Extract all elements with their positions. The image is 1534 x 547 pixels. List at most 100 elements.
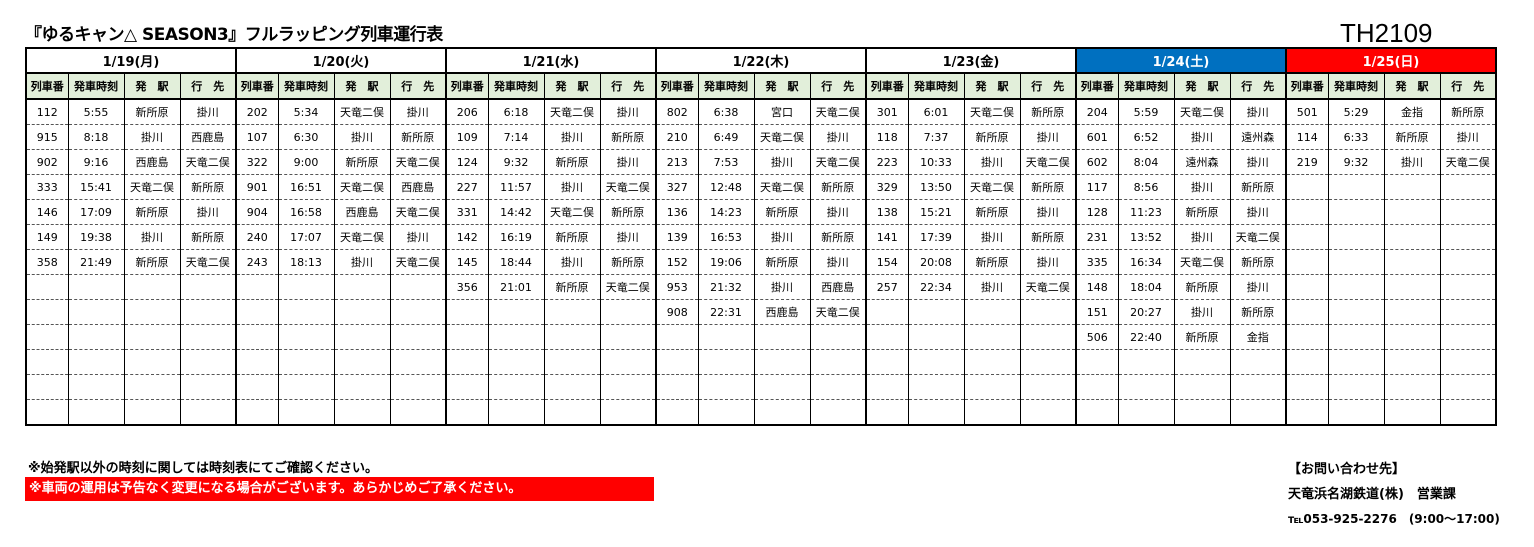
table-cell: 14:42 (487, 199, 544, 225)
change-warning: ※車両の運用は予告なく変更になる場合がございます。あらかじめご了承ください。 (25, 477, 654, 501)
table-cell (655, 399, 698, 426)
table-cell: 5:29 (1327, 99, 1384, 125)
table-cell: 136 (655, 199, 698, 225)
table-cell (655, 349, 698, 375)
table-cell: 138 (865, 199, 908, 225)
table-cell: 7:53 (697, 149, 754, 175)
table-cell (1117, 374, 1174, 400)
table-cell (389, 324, 446, 350)
table-cell: 117 (1075, 174, 1118, 200)
table-cell (333, 349, 390, 375)
column-header: 列車番 (865, 73, 908, 100)
column-header: 発 駅 (333, 73, 390, 100)
day-header: 1/23(金) (865, 48, 1076, 74)
table-row: 356 21:01 新所原 天竜二俣 953 21:32 掛川 西鹿島 257 22:34 掛川 天竜… (25, 274, 1496, 300)
table-cell (1285, 249, 1328, 275)
table-cell (1285, 224, 1328, 250)
table-cell (25, 349, 68, 375)
table-cell (123, 374, 180, 400)
table-cell: 新所原 (1173, 324, 1230, 350)
table-cell (599, 324, 656, 350)
table-cell: 149 (25, 224, 68, 250)
column-header: 列車番 (25, 73, 68, 100)
table-cell (1285, 399, 1328, 426)
table-cell (865, 374, 908, 400)
table-cell: 219 (1285, 149, 1328, 175)
table-cell: 109 (445, 124, 488, 150)
phone-number: ℡053-925-2276 (9:00～17:00) (1288, 512, 1500, 526)
column-header: 発 駅 (543, 73, 600, 100)
day-header-row: 1/19(月) 1/20(火) 1/21(水) 1/22(木) 1/23(金) 1/24(… (25, 48, 1496, 74)
column-header: 発車時刻 (67, 73, 124, 100)
table-cell: 15:41 (67, 174, 124, 200)
table-cell (599, 374, 656, 400)
table-cell (697, 349, 754, 375)
table-cell: 331 (445, 199, 488, 225)
table-cell (487, 374, 544, 400)
table-cell: 掛川 (1439, 124, 1496, 150)
table-cell: 掛川 (1173, 224, 1230, 250)
table-cell: 6:30 (277, 124, 334, 150)
table-cell: 新所原 (123, 199, 180, 225)
table-cell: 908 (655, 299, 698, 325)
day-header: 1/22(木) (655, 48, 866, 74)
table-cell: 天竜二俣 (179, 149, 236, 175)
table-cell: 新所原 (179, 174, 236, 200)
table-cell (123, 324, 180, 350)
table-cell (277, 274, 334, 300)
table-cell: 掛川 (389, 99, 446, 125)
table-cell (179, 274, 236, 300)
table-cell: 掛川 (753, 149, 810, 175)
table-cell: 掛川 (599, 149, 656, 175)
table-cell: 5:55 (67, 99, 124, 125)
table-cell: 142 (445, 224, 488, 250)
table-cell: 20:08 (907, 249, 964, 275)
table-cell (1019, 299, 1076, 325)
table-cell: 掛川 (543, 249, 600, 275)
table-cell: 18:04 (1117, 274, 1174, 300)
column-header: 列車番 (1075, 73, 1118, 100)
table-cell: 6:01 (907, 99, 964, 125)
column-header: 列車番 (1285, 73, 1328, 100)
table-cell (445, 349, 488, 375)
table-cell (179, 374, 236, 400)
table-cell: 301 (865, 99, 908, 125)
column-header: 発車時刻 (277, 73, 334, 100)
table-cell (1327, 249, 1384, 275)
table-cell (697, 399, 754, 426)
table-cell (179, 324, 236, 350)
table-cell: 17:09 (67, 199, 124, 225)
table-cell: 掛川 (333, 249, 390, 275)
table-cell (1285, 274, 1328, 300)
table-cell (389, 349, 446, 375)
column-header: 列車番 (655, 73, 698, 100)
table-cell (1019, 374, 1076, 400)
table-cell: 天竜二俣 (389, 249, 446, 275)
table-cell (907, 374, 964, 400)
table-cell (1285, 349, 1328, 375)
table-row: 908 22:31 西鹿島 天竜二俣 151 20:27 掛川 新所原 (25, 299, 1496, 325)
column-header: 発 駅 (1173, 73, 1230, 100)
table-cell: 333 (25, 174, 68, 200)
table-cell (123, 399, 180, 426)
table-row: 146 17:09 新所原 掛川 904 16:58 西鹿島 天竜二俣 331 14:42 天竜二俣… (25, 199, 1496, 225)
table-row (25, 349, 1496, 375)
table-cell (753, 399, 810, 426)
table-cell: 146 (25, 199, 68, 225)
table-cell (1327, 199, 1384, 225)
table-cell: 227 (445, 174, 488, 200)
table-cell: 掛川 (123, 124, 180, 150)
table-cell: 遠州森 (1229, 124, 1286, 150)
table-cell: 223 (865, 149, 908, 175)
table-cell: 9:32 (487, 149, 544, 175)
table-cell (277, 299, 334, 325)
table-cell (1439, 349, 1496, 375)
contact-heading: 【お問い合わせ先】 (1288, 462, 1406, 477)
table-cell (1439, 324, 1496, 350)
table-cell (25, 399, 68, 426)
day-header: 1/24(土) (1075, 48, 1286, 74)
table-cell (445, 324, 488, 350)
table-cell: 16:19 (487, 224, 544, 250)
table-cell: 152 (655, 249, 698, 275)
table-cell: 9:00 (277, 149, 334, 175)
